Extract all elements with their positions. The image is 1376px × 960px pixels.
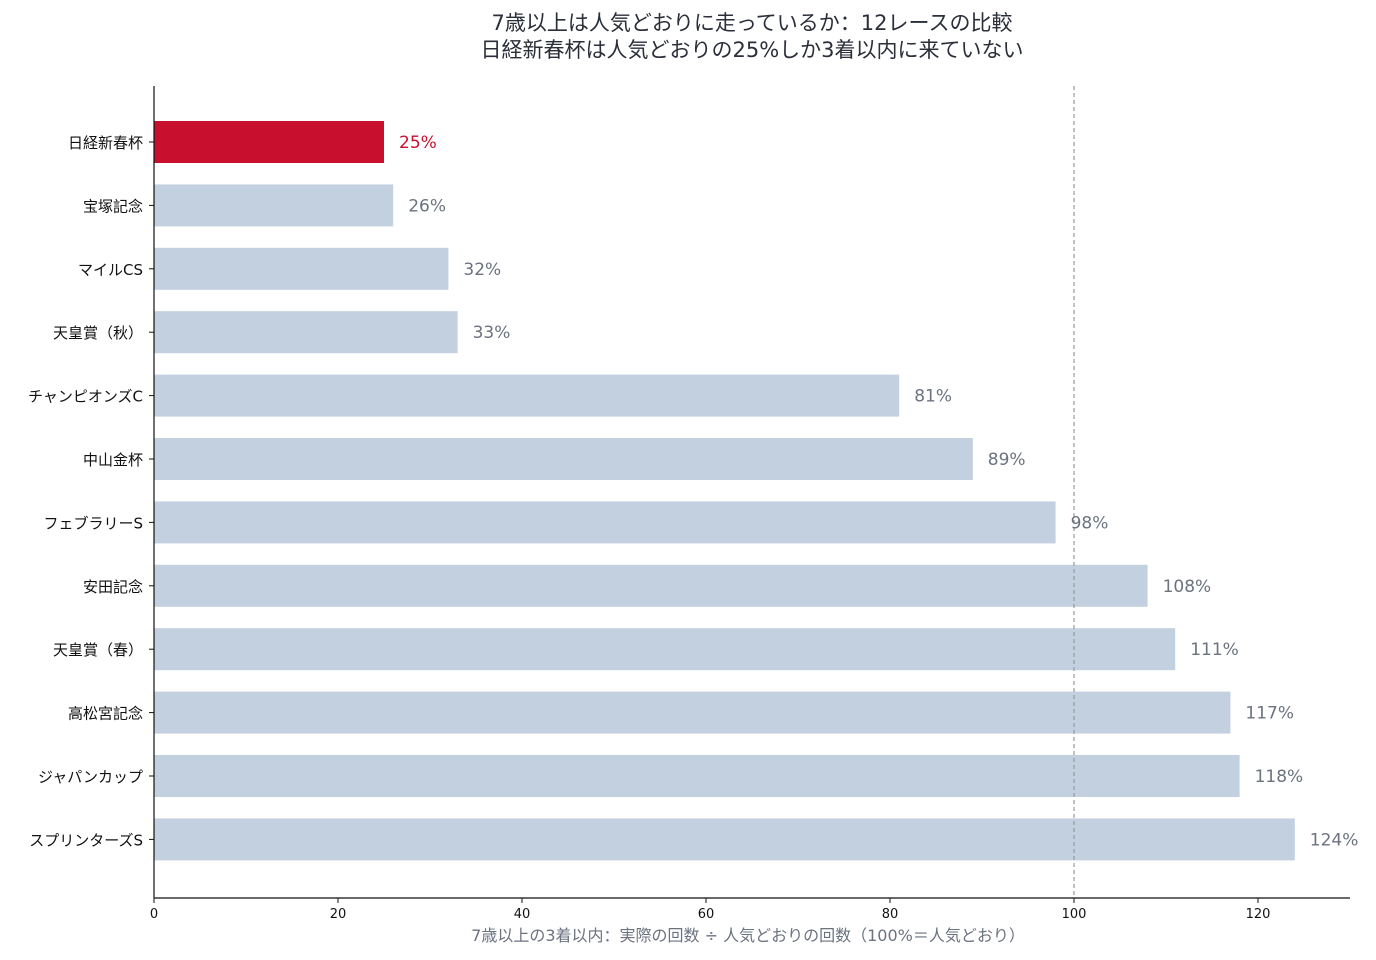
bar-10 [154, 691, 1231, 734]
category-label: ジャパンカップ [38, 768, 143, 786]
x-tick-label: 60 [698, 907, 715, 922]
x-tick-label: 120 [1246, 907, 1271, 922]
category-label: スプリンターズS [29, 831, 143, 849]
value-label: 26% [408, 196, 446, 216]
x-tick-label: 0 [150, 907, 158, 922]
bar-5 [154, 374, 900, 417]
x-tick-label: 80 [882, 907, 899, 922]
labels-layer: 25% 日経新春杯 26% 宝塚記念 32% マイルCS 33% 天皇賞（秋） 81% チャンピオ… [28, 133, 1358, 850]
category-label: チャンピオンズC [28, 388, 143, 406]
category-label: 日経新春杯 [68, 134, 143, 152]
bar-11 [154, 755, 1240, 797]
axes-layer: 0 20 40 60 80 100 120 [149, 86, 1350, 922]
category-label: 高松宮記念 [68, 705, 143, 723]
chart-title-line1: 7歳以上は人気どおりに走っているか：12レースの比較 [491, 11, 1013, 35]
value-label: 118% [1255, 767, 1304, 787]
x-tick-label: 100 [1062, 907, 1087, 922]
value-label: 81% [914, 387, 952, 407]
bar-2 [154, 184, 394, 227]
bar-3 [154, 247, 449, 290]
bar-6 [154, 438, 973, 480]
chart-title-line2: 日経新春杯は人気どおりの25%しか3着以内に来ていない [480, 38, 1024, 62]
x-axis-label: 7歳以上の3着以内：実際の回数 ÷ 人気どおりの回数（100%＝人気どおり） [471, 926, 1025, 945]
value-label: 117% [1245, 704, 1294, 724]
category-label: 天皇賞（秋） [53, 324, 143, 342]
bar-7 [154, 501, 1056, 544]
x-tick-label: 20 [330, 907, 347, 922]
category-label: 宝塚記念 [83, 197, 143, 215]
category-label: 天皇賞（春） [53, 641, 143, 659]
value-label: 108% [1163, 577, 1212, 597]
value-label: 25% [399, 133, 437, 153]
category-label: 中山金杯 [83, 451, 143, 469]
value-label: 111% [1190, 640, 1239, 660]
bar-12 [154, 818, 1295, 861]
category-label: 安田記念 [83, 578, 143, 596]
category-label: フェブラリーS [43, 514, 143, 532]
bar-4 [154, 311, 458, 354]
value-label: 98% [1071, 513, 1109, 533]
bar-1 [154, 121, 384, 163]
x-tick-label: 40 [514, 907, 531, 922]
value-label: 33% [473, 323, 511, 343]
value-label: 124% [1310, 830, 1359, 850]
bar-8 [154, 564, 1148, 607]
value-label: 89% [988, 450, 1026, 470]
bars-layer [154, 121, 1295, 861]
value-label: 32% [463, 260, 501, 280]
category-label: マイルCS [78, 261, 143, 279]
bar-9 [154, 628, 1176, 671]
